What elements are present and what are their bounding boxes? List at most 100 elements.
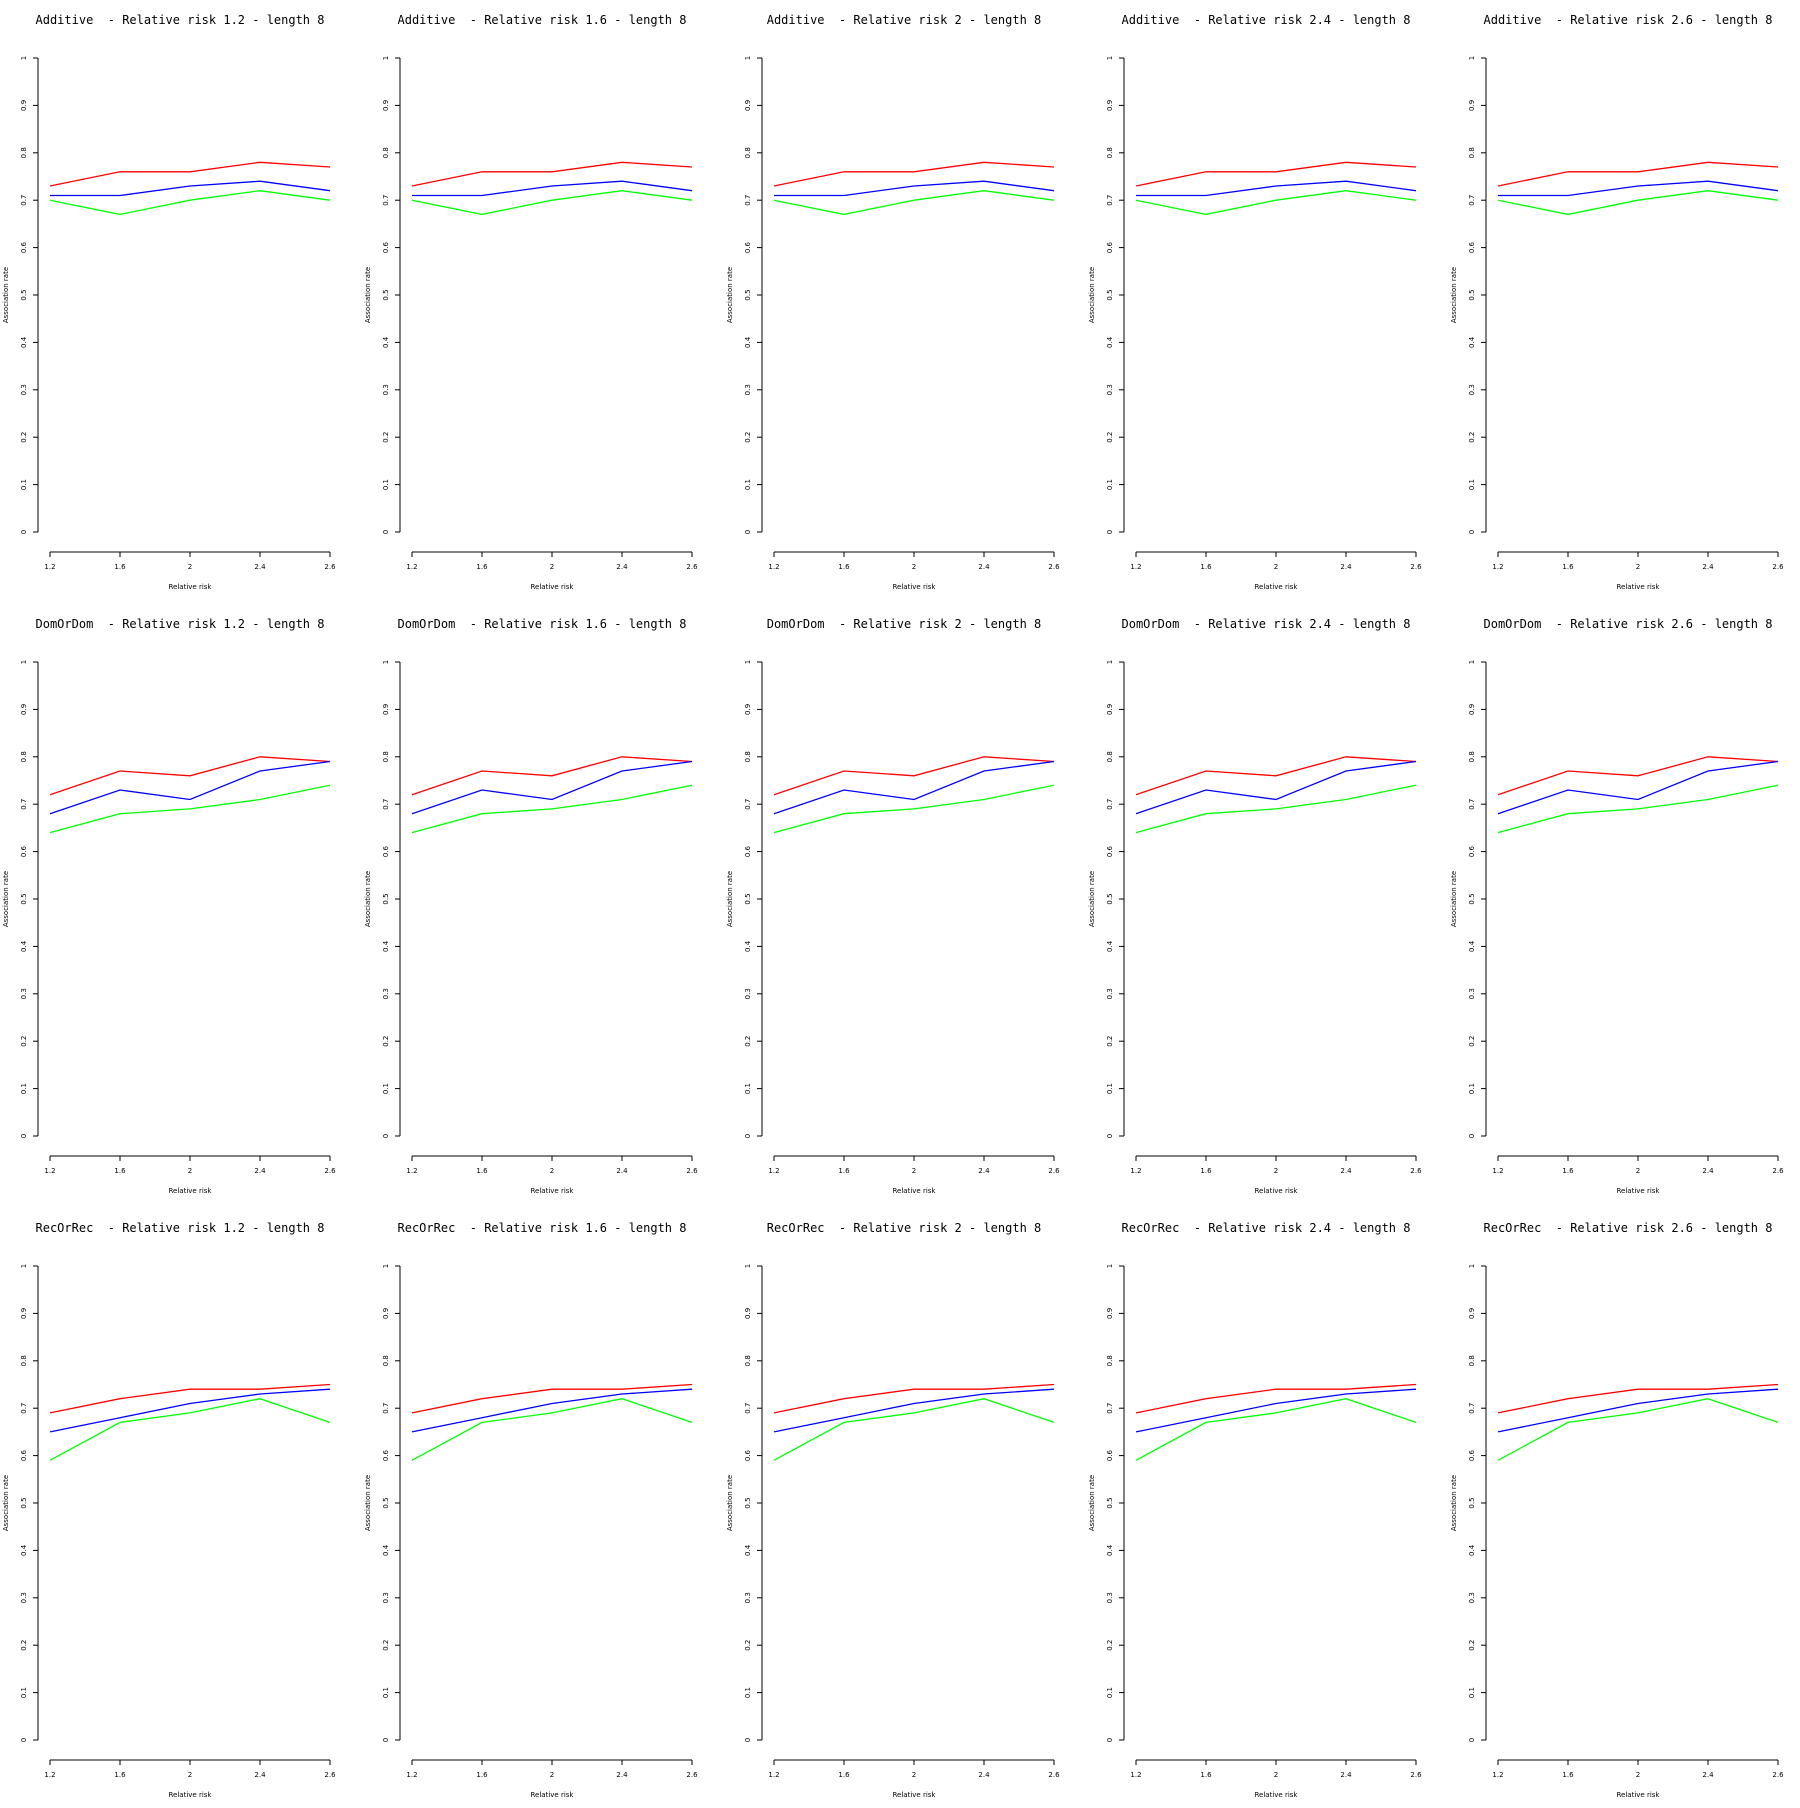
y-tick-label: 0.4 (382, 940, 390, 952)
series-line-0 (411, 756, 693, 796)
y-tick-label: 0.6 (1106, 241, 1114, 253)
chart-panel: RecOrRec - Relative risk 2.6 - length 8 0… (1448, 1208, 1800, 1808)
y-tick-label: 0.2 (20, 1036, 28, 1047)
y-tick-label: 0.2 (382, 1640, 390, 1651)
y-tick-label: 0.2 (382, 1036, 390, 1047)
y-tick-label: 0 (744, 530, 752, 534)
series-line-0 (1497, 756, 1779, 796)
x-tick-label: 1.6 (1562, 1771, 1574, 1779)
y-tick-label: 0.2 (382, 432, 390, 443)
y-axis-title: Association rate (2, 871, 10, 927)
x-tick-label: 2 (1636, 1167, 1640, 1175)
y-tick-label: 0.9 (1106, 1308, 1114, 1319)
series-line-0 (773, 1383, 1055, 1414)
y-tick-label: 0.4 (1468, 1544, 1476, 1556)
x-tick-label: 2 (1636, 563, 1640, 571)
y-tick-label: 0.4 (1106, 336, 1114, 348)
series-line-2 (49, 190, 331, 216)
y-tick-label: 0.9 (20, 100, 28, 111)
series-line-2 (773, 1398, 1055, 1461)
series-line-1 (1497, 1388, 1779, 1433)
chart-svg: Additive - Relative risk 1.2 - length 8 0… (2, 13, 336, 591)
y-tick-label: 0 (1468, 530, 1476, 534)
y-tick-label: 0.3 (382, 384, 390, 395)
chart-svg: Additive - Relative risk 2.6 - length 8 0… (1450, 13, 1784, 591)
chart-panel: Additive - Relative risk 1.6 - length 8 0… (362, 0, 722, 600)
y-tick-label: 0.6 (744, 1449, 752, 1461)
chart-svg: DomOrDom - Relative risk 1.6 - length 8 0… (364, 617, 698, 1195)
series-line-2 (1497, 1398, 1779, 1461)
x-tick-label: 1.2 (768, 1771, 779, 1779)
y-tick-label: 0.1 (1468, 1083, 1476, 1094)
y-tick-label: 0.7 (1468, 1403, 1476, 1414)
y-tick-label: 0 (382, 1134, 390, 1138)
y-tick-label: 0.4 (744, 940, 752, 952)
y-tick-label: 0.5 (1468, 289, 1476, 300)
chart-title: Additive - Relative risk 2.4 - length 8 (1122, 13, 1411, 27)
x-tick-label: 2.6 (686, 1167, 698, 1175)
x-tick-label: 2.4 (1340, 1167, 1352, 1175)
x-tick-label: 2.4 (978, 1167, 990, 1175)
y-tick-label: 0.9 (20, 1308, 28, 1319)
y-tick-label: 0.4 (1106, 1544, 1114, 1556)
x-tick-label: 1.2 (768, 1167, 779, 1175)
x-tick-label: 2.6 (1048, 1167, 1060, 1175)
chart-svg: RecOrRec - Relative risk 2 - length 8 0 0.… (726, 1221, 1060, 1799)
chart-svg: DomOrDom - Relative risk 2 - length 8 0 0.… (726, 617, 1060, 1195)
y-tick-label: 0.3 (20, 1592, 28, 1603)
y-tick-label: 0.5 (744, 1497, 752, 1508)
y-tick-label: 0.5 (1468, 1497, 1476, 1508)
x-tick-label: 2 (1274, 1771, 1278, 1779)
y-tick-label: 0.8 (744, 751, 752, 762)
y-tick-label: 1 (1106, 1264, 1114, 1268)
y-tick-label: 0.1 (1468, 479, 1476, 490)
y-axis-title: Association rate (726, 1475, 734, 1531)
chart-title: DomOrDom - Relative risk 1.6 - length 8 (398, 617, 687, 631)
series-line-1 (1135, 1388, 1417, 1433)
chart-panel: RecOrRec - Relative risk 2.4 - length 8 0… (1086, 1208, 1446, 1808)
x-tick-label: 2.4 (1702, 1167, 1714, 1175)
x-tick-label: 1.2 (1492, 563, 1503, 571)
y-axis-title: Association rate (726, 871, 734, 927)
y-tick-label: 0.8 (744, 147, 752, 158)
y-tick-label: 0.6 (1468, 845, 1476, 857)
y-axis-title: Association rate (1450, 267, 1458, 323)
y-tick-label: 1 (382, 56, 390, 60)
x-tick-label: 1.2 (1492, 1771, 1503, 1779)
y-tick-label: 1 (20, 1264, 28, 1268)
series-line-2 (49, 784, 331, 834)
chart-svg: Additive - Relative risk 1.6 - length 8 0… (364, 13, 698, 591)
y-axis-title: Association rate (364, 1475, 372, 1531)
y-tick-label: 0.7 (20, 1403, 28, 1414)
y-tick-label: 0.2 (20, 432, 28, 443)
y-tick-label: 0.4 (20, 336, 28, 348)
x-tick-label: 1.2 (1130, 563, 1141, 571)
y-tick-label: 0.6 (20, 845, 28, 857)
y-tick-label: 0.9 (1468, 100, 1476, 111)
y-tick-label: 0.7 (744, 1403, 752, 1414)
x-axis-title: Relative risk (169, 1187, 213, 1195)
series-line-1 (1136, 180, 1417, 197)
y-tick-label: 1 (1468, 1264, 1476, 1268)
x-tick-label: 2 (188, 1771, 192, 1779)
x-tick-label: 2.6 (1410, 1167, 1422, 1175)
y-tick-label: 0.9 (744, 100, 752, 111)
x-tick-label: 1.6 (476, 1167, 488, 1175)
x-tick-label: 2.6 (324, 563, 336, 571)
y-tick-label: 0 (382, 1738, 390, 1742)
y-tick-label: 0.4 (382, 336, 390, 348)
x-tick-label: 1.2 (1492, 1167, 1503, 1175)
series-line-2 (1135, 1398, 1417, 1461)
x-tick-label: 2.6 (324, 1771, 336, 1779)
y-tick-label: 0.6 (744, 845, 752, 857)
x-tick-label: 2.4 (254, 1771, 266, 1779)
chart-svg: Additive - Relative risk 2.4 - length 8 0… (1088, 13, 1422, 591)
series-line-1 (411, 760, 693, 815)
x-tick-label: 2 (550, 1167, 554, 1175)
x-tick-label: 2.4 (1702, 563, 1714, 571)
y-tick-label: 0.2 (1106, 1036, 1114, 1047)
y-tick-label: 0.3 (382, 988, 390, 999)
x-axis-title: Relative risk (1255, 1187, 1299, 1195)
x-axis-title: Relative risk (169, 1791, 213, 1799)
y-tick-label: 0.7 (382, 799, 390, 810)
